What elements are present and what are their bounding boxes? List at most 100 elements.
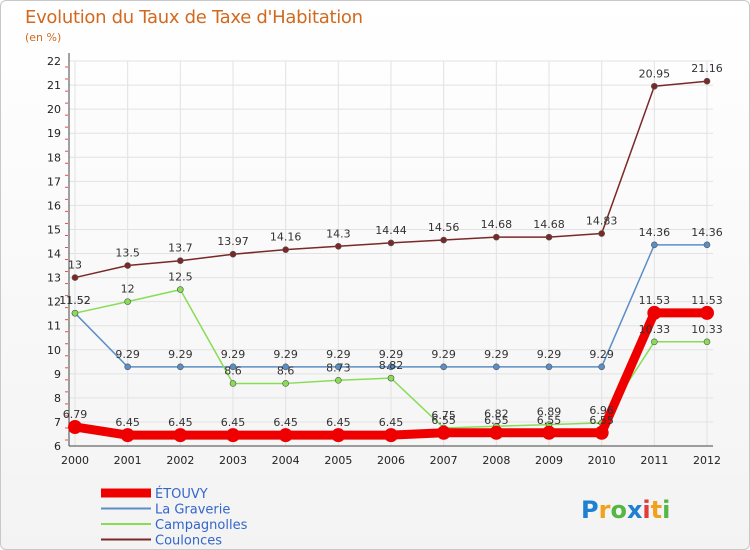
data-point bbox=[282, 380, 289, 387]
data-label: 6.45 bbox=[273, 416, 298, 429]
data-label: 9.29 bbox=[273, 348, 298, 361]
y-tick-label: 20 bbox=[47, 103, 61, 116]
data-label: 9.29 bbox=[431, 348, 456, 361]
data-point bbox=[71, 309, 79, 317]
data-point bbox=[493, 233, 500, 241]
data-point bbox=[542, 425, 556, 440]
data-point bbox=[335, 363, 342, 371]
y-tick-label: 21 bbox=[47, 79, 61, 92]
data-point bbox=[493, 363, 500, 371]
y-tick-label: 13 bbox=[47, 272, 61, 285]
data-label: 6.45 bbox=[326, 416, 351, 429]
data-point bbox=[387, 374, 395, 382]
data-point bbox=[177, 286, 184, 293]
data-point bbox=[120, 428, 135, 443]
data-point bbox=[124, 363, 131, 371]
data-point bbox=[335, 242, 342, 250]
data-point bbox=[651, 338, 658, 346]
data-point bbox=[387, 239, 395, 247]
legend-entry: La Graverie bbox=[155, 503, 230, 518]
legend-entry: ÉTOUVY bbox=[155, 486, 208, 502]
data-label: 6.45 bbox=[168, 416, 193, 429]
data-label: 20.95 bbox=[639, 67, 671, 80]
x-tick-label: 2000 bbox=[61, 454, 89, 467]
data-point bbox=[598, 230, 605, 237]
y-tick-label: 7 bbox=[54, 416, 61, 429]
data-label: 6.55 bbox=[589, 414, 614, 427]
data-point bbox=[440, 363, 447, 371]
data-label: 21.16 bbox=[691, 62, 723, 75]
y-tick-label: 10 bbox=[47, 344, 61, 357]
x-tick-label: 2009 bbox=[535, 454, 563, 467]
data-point bbox=[229, 363, 237, 371]
data-label: 9.29 bbox=[168, 348, 193, 361]
y-tick-label: 9 bbox=[54, 368, 61, 381]
legend-entry: Campagnolles bbox=[155, 518, 248, 533]
data-point bbox=[651, 241, 658, 249]
data-point bbox=[703, 338, 711, 346]
data-label: 9.29 bbox=[484, 348, 509, 361]
data-label: 12 bbox=[121, 283, 135, 296]
legend-entry: Coulonces bbox=[155, 534, 222, 549]
data-label: 9.29 bbox=[326, 348, 351, 361]
data-label: 11.52 bbox=[59, 294, 91, 307]
data-label: 11.53 bbox=[639, 294, 671, 307]
data-label: 14.36 bbox=[691, 226, 723, 239]
data-label: 6.55 bbox=[537, 414, 562, 427]
data-point bbox=[489, 425, 504, 440]
data-label: 13.7 bbox=[168, 242, 193, 255]
data-label: 11.52 bbox=[59, 294, 91, 307]
y-tick-label: 16 bbox=[47, 199, 61, 212]
y-tick-label: 12 bbox=[47, 296, 61, 309]
data-label: 6.96 bbox=[589, 404, 614, 417]
x-tick-label: 2011 bbox=[640, 454, 668, 467]
x-tick-label: 2008 bbox=[482, 454, 510, 467]
x-tick-label: 2005 bbox=[324, 454, 352, 467]
data-point bbox=[387, 363, 395, 371]
data-point bbox=[124, 262, 131, 269]
data-label: 8.6 bbox=[277, 364, 295, 377]
data-point bbox=[331, 428, 346, 443]
y-tick-label: 6 bbox=[54, 440, 61, 453]
data-label: 10.33 bbox=[639, 323, 671, 336]
data-point bbox=[71, 274, 79, 281]
data-label: 6.45 bbox=[221, 416, 246, 429]
data-point bbox=[703, 77, 711, 85]
data-point bbox=[124, 298, 131, 305]
data-label: 9.29 bbox=[589, 348, 614, 361]
data-point bbox=[282, 246, 289, 253]
data-point bbox=[700, 305, 714, 320]
data-point bbox=[651, 82, 658, 90]
data-label: 14.16 bbox=[270, 231, 302, 244]
data-point bbox=[68, 419, 82, 434]
y-tick-label: 8 bbox=[54, 392, 61, 405]
data-label: 8.6 bbox=[224, 364, 242, 377]
data-point bbox=[545, 363, 553, 371]
data-point bbox=[647, 305, 662, 320]
x-tick-label: 2012 bbox=[693, 454, 721, 467]
y-tick-label: 14 bbox=[47, 248, 61, 261]
data-label: 6.55 bbox=[431, 414, 456, 427]
data-point bbox=[226, 428, 240, 443]
x-tick-label: 2002 bbox=[166, 454, 194, 467]
x-tick-label: 2004 bbox=[272, 454, 300, 467]
data-label: 14.56 bbox=[428, 221, 460, 234]
chart-title: Evolution du Taux de Taxe d'Habitation bbox=[25, 7, 363, 28]
data-point bbox=[598, 363, 605, 371]
data-label: 6.55 bbox=[484, 414, 509, 427]
data-label: 14.3 bbox=[326, 227, 351, 240]
y-tick-label: 15 bbox=[47, 223, 61, 236]
data-label: 8.82 bbox=[379, 359, 404, 372]
data-point bbox=[545, 233, 553, 241]
data-label: 13 bbox=[68, 259, 82, 272]
data-label: 8.73 bbox=[326, 361, 351, 374]
data-label: 6.45 bbox=[379, 416, 404, 429]
data-label: 6.89 bbox=[537, 406, 562, 419]
data-label: 14.83 bbox=[586, 215, 618, 228]
x-tick-label: 2010 bbox=[588, 454, 616, 467]
data-label: 6.75 bbox=[431, 409, 456, 422]
data-point bbox=[229, 380, 237, 387]
y-tick-label: 19 bbox=[47, 127, 61, 140]
